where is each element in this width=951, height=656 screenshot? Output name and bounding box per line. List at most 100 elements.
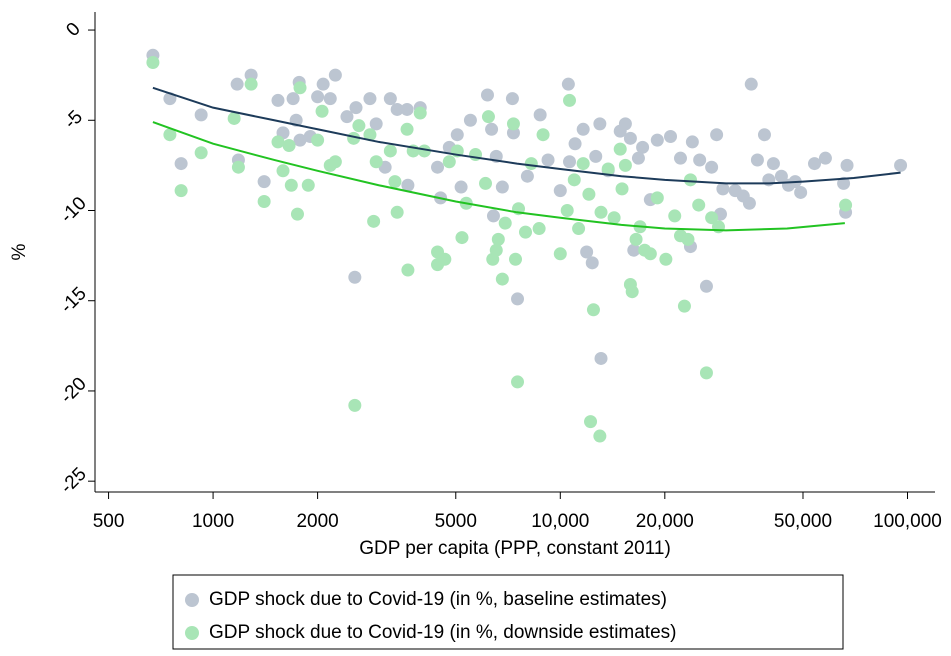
data-point [643, 247, 657, 261]
data-point [315, 104, 329, 118]
data-point [367, 214, 381, 228]
data-point [584, 415, 598, 429]
data-point [532, 222, 546, 236]
data-point [498, 216, 512, 230]
data-point [650, 191, 664, 205]
y-tick-label: -20 [57, 373, 91, 407]
data-point [271, 135, 285, 149]
data-point [231, 160, 245, 174]
data-point [511, 292, 525, 306]
data-point [567, 173, 581, 187]
fit-line [152, 121, 845, 232]
data-point [685, 135, 699, 149]
data-point [506, 117, 520, 131]
data-point [618, 158, 632, 172]
data-point [593, 117, 607, 131]
data-point [582, 187, 596, 201]
data-point [711, 220, 725, 234]
data-point [146, 56, 160, 70]
data-point [450, 128, 464, 142]
data-point [454, 180, 468, 194]
data-point [576, 157, 590, 171]
y-tick-label: 0 [62, 19, 84, 41]
y-tick-label: -25 [57, 464, 91, 498]
data-point [328, 155, 342, 169]
data-point [553, 247, 567, 261]
legend-label: GDP shock due to Covid-19 (in %, downsid… [209, 622, 676, 643]
data-point [388, 175, 402, 189]
data-point [664, 130, 678, 144]
data-point [744, 77, 758, 91]
data-point [837, 176, 851, 190]
data-point [348, 398, 362, 412]
data-point [650, 133, 664, 147]
data-point [442, 155, 456, 169]
data-point [194, 108, 208, 122]
data-point [491, 232, 505, 246]
data-point [363, 128, 377, 142]
data-point [413, 106, 427, 120]
data-point [586, 303, 600, 317]
data-point [561, 77, 575, 91]
data-point [438, 252, 452, 266]
y-tick-label: -15 [57, 283, 91, 317]
data-point [742, 196, 756, 210]
data-point [400, 122, 414, 136]
data-point [506, 126, 520, 140]
data-point [563, 155, 577, 169]
data-point [839, 198, 853, 212]
data-point [174, 184, 188, 198]
data-point [607, 211, 621, 225]
data-point [594, 351, 608, 365]
data-point [352, 119, 366, 133]
data-point [311, 90, 325, 104]
data-point [328, 68, 342, 82]
data-point [511, 375, 525, 389]
y-axis-title: % [9, 243, 30, 260]
data-point [699, 279, 713, 293]
data-point [681, 232, 695, 246]
data-point [276, 164, 290, 178]
data-point [519, 225, 533, 239]
data-point [705, 211, 719, 225]
x-tick-label: 20,000 [636, 511, 694, 532]
data-point [290, 207, 304, 221]
data-point [401, 178, 415, 192]
data-point [677, 299, 691, 313]
data-point [463, 113, 477, 127]
data-point [479, 176, 493, 190]
data-point [293, 133, 307, 147]
legend-box [172, 574, 844, 650]
x-tick-label: 100,000 [873, 511, 942, 532]
data-point [163, 128, 177, 142]
legend-marker [185, 626, 199, 640]
data-point [710, 128, 724, 142]
data-point [481, 110, 495, 124]
data-point [627, 243, 641, 257]
data-point [400, 102, 414, 116]
data-point [631, 151, 645, 165]
data-point [541, 153, 555, 167]
data-point [618, 117, 632, 131]
data-point [495, 272, 509, 286]
data-point [174, 157, 188, 171]
data-point [705, 160, 719, 174]
data-point [794, 185, 808, 199]
data-point [401, 263, 415, 277]
data-point [257, 194, 271, 208]
data-point [692, 198, 706, 212]
x-tick-label: 5000 [435, 511, 477, 532]
data-point [349, 101, 363, 115]
data-point [348, 270, 362, 284]
data-point [750, 153, 764, 167]
data-point [636, 140, 650, 154]
data-point [194, 146, 208, 160]
data-point [271, 93, 285, 107]
data-point [536, 128, 550, 142]
data-point [580, 245, 594, 259]
data-point [485, 122, 499, 136]
data-point [244, 68, 258, 82]
data-point [659, 252, 673, 266]
data-point [572, 222, 586, 236]
